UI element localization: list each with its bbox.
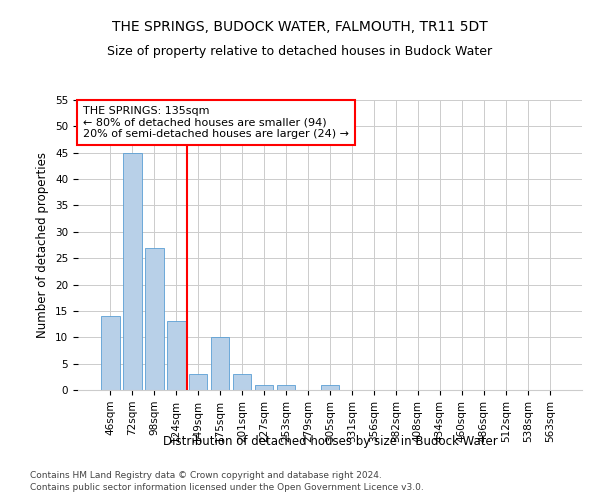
Bar bbox=[145, 248, 164, 390]
Text: THE SPRINGS: 135sqm
← 80% of detached houses are smaller (94)
20% of semi-detach: THE SPRINGS: 135sqm ← 80% of detached ho… bbox=[83, 106, 349, 139]
Bar bbox=[211, 338, 229, 390]
Text: THE SPRINGS, BUDOCK WATER, FALMOUTH, TR11 5DT: THE SPRINGS, BUDOCK WATER, FALMOUTH, TR1… bbox=[112, 20, 488, 34]
Text: Contains HM Land Registry data © Crown copyright and database right 2024.: Contains HM Land Registry data © Crown c… bbox=[30, 470, 382, 480]
Bar bbox=[277, 384, 295, 390]
Bar bbox=[123, 152, 142, 390]
Bar bbox=[320, 384, 340, 390]
Bar bbox=[167, 322, 185, 390]
Bar bbox=[189, 374, 208, 390]
Text: Size of property relative to detached houses in Budock Water: Size of property relative to detached ho… bbox=[107, 45, 493, 58]
Bar bbox=[233, 374, 251, 390]
Y-axis label: Number of detached properties: Number of detached properties bbox=[37, 152, 49, 338]
Bar bbox=[101, 316, 119, 390]
Text: Distribution of detached houses by size in Budock Water: Distribution of detached houses by size … bbox=[163, 435, 497, 448]
Text: Contains public sector information licensed under the Open Government Licence v3: Contains public sector information licen… bbox=[30, 483, 424, 492]
Bar bbox=[255, 384, 274, 390]
